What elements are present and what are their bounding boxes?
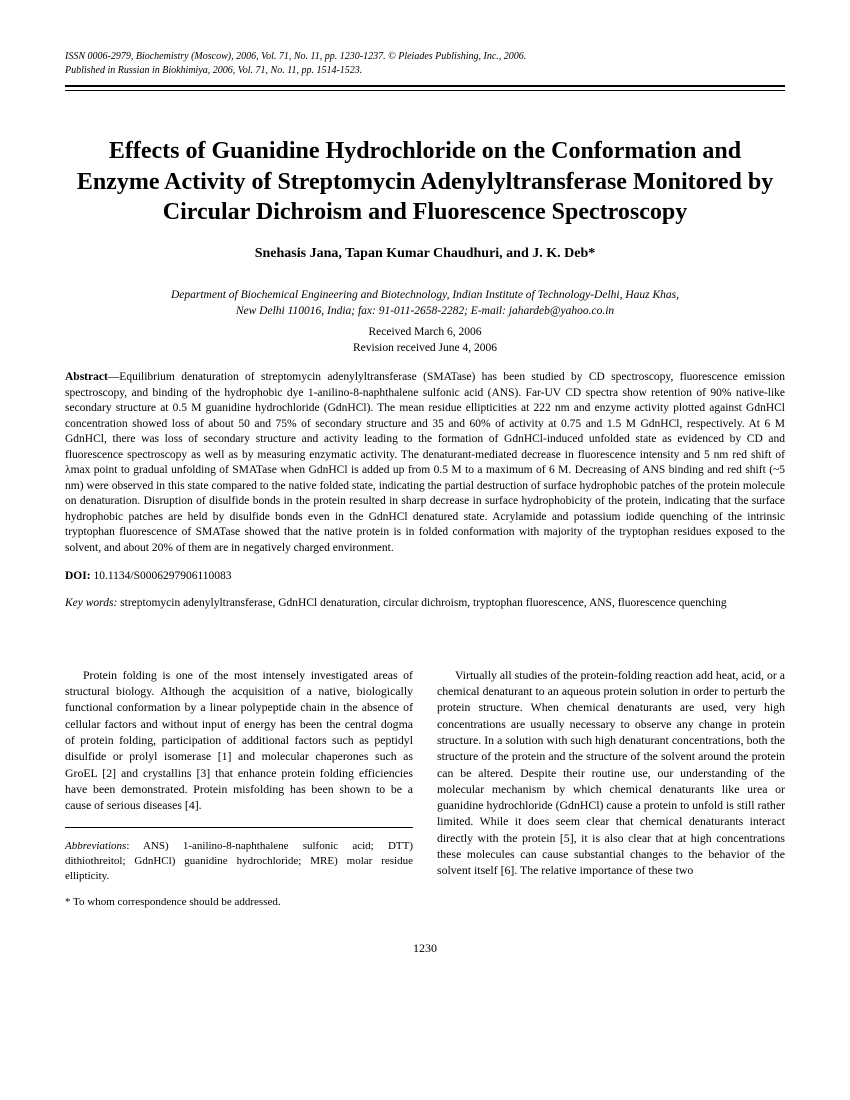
revised-date: Revision received June 4, 2006 [65,341,785,357]
keywords-label: Key words: [65,597,117,609]
abstract-block: Abstract—Equilibrium denaturation of str… [65,370,785,556]
affiliation-block: Department of Biochemical Engineering an… [65,288,785,319]
dates-block: Received March 6, 2006 Revision received… [65,325,785,356]
doi-block: DOI: 10.1134/S0006297906110083 [65,570,785,582]
abstract-label: Abstract [65,371,108,383]
footnote-abbreviations: Abbreviations: ANS) 1-anilino-8-naphthal… [65,839,413,884]
body-para-left-1: Protein folding is one of the most inten… [65,667,413,813]
paper-page: ISSN 0006-2979, Biochemistry (Moscow), 2… [0,0,850,996]
publication-meta: ISSN 0006-2979, Biochemistry (Moscow), 2… [65,50,785,77]
body-columns: Protein folding is one of the most inten… [65,667,785,921]
keywords-text: streptomycin adenylyltransferase, GdnHCl… [117,597,726,609]
left-column: Protein folding is one of the most inten… [65,667,413,921]
keywords-block: Key words: streptomycin adenylyltransfer… [65,596,785,612]
doi-label: DOI: [65,570,91,582]
affiliation-line-2: New Delhi 110016, India; fax: 91-011-265… [65,304,785,320]
header-rule [65,85,785,91]
received-date: Received March 6, 2006 [65,325,785,341]
abbrev-label: Abbreviations [65,840,126,852]
authors-line: Snehasis Jana, Tapan Kumar Chaudhuri, an… [65,246,785,262]
right-column: Virtually all studies of the protein-fol… [437,667,785,921]
meta-line-2: Published in Russian in Biokhimiya, 2006… [65,64,785,78]
footnote-correspondence: * To whom correspondence should be addre… [65,895,413,910]
page-number: 1230 [65,941,785,956]
abstract-text: —Equilibrium denaturation of streptomyci… [65,371,785,554]
meta-line-1: ISSN 0006-2979, Biochemistry (Moscow), 2… [65,50,785,64]
affiliation-line-1: Department of Biochemical Engineering an… [65,288,785,304]
footnote-rule [65,827,413,828]
paper-title: Effects of Guanidine Hydrochloride on th… [65,136,785,228]
doi-value: 10.1134/S0006297906110083 [93,570,231,582]
body-para-right-1: Virtually all studies of the protein-fol… [437,667,785,878]
